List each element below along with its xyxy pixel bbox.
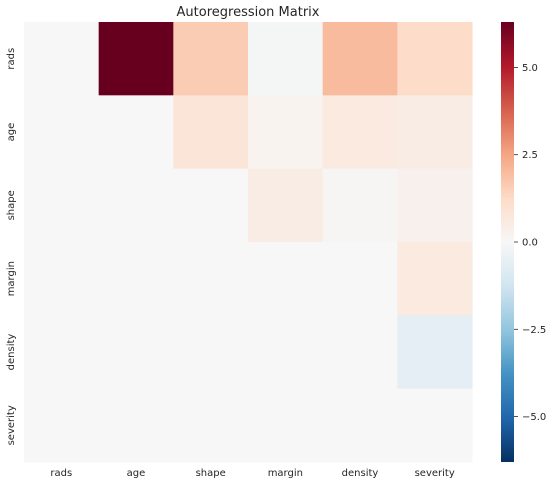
x-axis-ticks: rads age shape margin density severity	[50, 468, 454, 479]
heatmap-cell-margin-age	[98, 242, 174, 316]
heatmap-cell-shape-severity	[397, 168, 473, 243]
y-tick-label: density	[6, 334, 17, 371]
heatmap-cell-shape-rads	[24, 168, 100, 243]
heatmap-cells	[24, 22, 473, 463]
heatmap-cell-rads-density	[322, 22, 398, 96]
heatmap-cell-age-shape	[173, 95, 249, 170]
x-tick-label: density	[342, 468, 379, 479]
heatmap-cell-margin-rads	[24, 242, 100, 316]
heatmap-cell-rads-shape	[173, 22, 249, 96]
x-tick-label: margin	[268, 468, 303, 479]
colorbar-tick-label: −2.5	[522, 325, 546, 336]
colorbar-tick-label: 0.0	[522, 238, 538, 249]
y-tick-label: rads	[6, 48, 17, 70]
heatmap-cell-severity-shape	[173, 388, 249, 463]
colorbar-tick-label: 5.0	[522, 63, 538, 74]
heatmap-cell-age-age	[98, 95, 174, 170]
heatmap-cell-rads-rads	[24, 22, 100, 96]
colorbar-tick-label: 2.5	[522, 150, 538, 161]
colorbar: −5.0 −2.5 0.0 2.5 5.0	[501, 22, 546, 462]
heatmap-cell-margin-density	[322, 242, 398, 316]
colorbar-gradient	[501, 22, 514, 462]
heatmap-cell-severity-density	[322, 388, 398, 463]
heatmap-cell-severity-margin	[248, 388, 324, 463]
heatmap-cell-rads-margin	[248, 22, 324, 96]
heatmap-cell-age-density	[322, 95, 398, 170]
heatmap-cell-density-rads	[24, 315, 100, 390]
y-tick-label: age	[6, 123, 17, 142]
x-tick-label: shape	[196, 468, 226, 479]
y-axis-ticks: rads age shape margin density severity	[6, 48, 17, 446]
heatmap-cell-rads-age	[98, 22, 174, 96]
heatmap-cell-shape-density	[322, 168, 398, 243]
heatmap-cell-margin-shape	[173, 242, 249, 316]
y-tick-label: margin	[6, 261, 17, 296]
y-tick-label: severity	[6, 405, 17, 445]
heatmap-cell-shape-shape	[173, 168, 249, 243]
heatmap-cell-density-density	[322, 315, 398, 390]
colorbar-tick-label: −5.0	[522, 412, 546, 423]
heatmap-cell-age-margin	[248, 95, 324, 170]
heatmap-cell-margin-severity	[397, 242, 473, 316]
x-tick-label: rads	[50, 468, 72, 479]
heatmap-cell-density-severity	[397, 315, 473, 390]
heatmap-cell-density-margin	[248, 315, 324, 390]
heatmap-cell-shape-margin	[248, 168, 324, 243]
heatmap-cell-severity-rads	[24, 388, 100, 463]
heatmap-cell-density-age	[98, 315, 174, 390]
heatmap-cell-age-rads	[24, 95, 100, 170]
x-tick-label: age	[127, 468, 146, 479]
heatmap-cell-margin-margin	[248, 242, 324, 316]
heatmap-cell-severity-age	[98, 388, 174, 463]
x-tick-label: severity	[415, 468, 455, 479]
heatmap-cell-age-severity	[397, 95, 473, 170]
heatmap-cell-rads-severity	[397, 22, 473, 96]
y-tick-label: shape	[6, 190, 17, 220]
heatmap-cell-severity-severity	[397, 388, 473, 463]
heatmap-cell-density-shape	[173, 315, 249, 390]
heatmap-cell-shape-age	[98, 168, 174, 243]
chart-title: Autoregression Matrix	[177, 5, 320, 20]
